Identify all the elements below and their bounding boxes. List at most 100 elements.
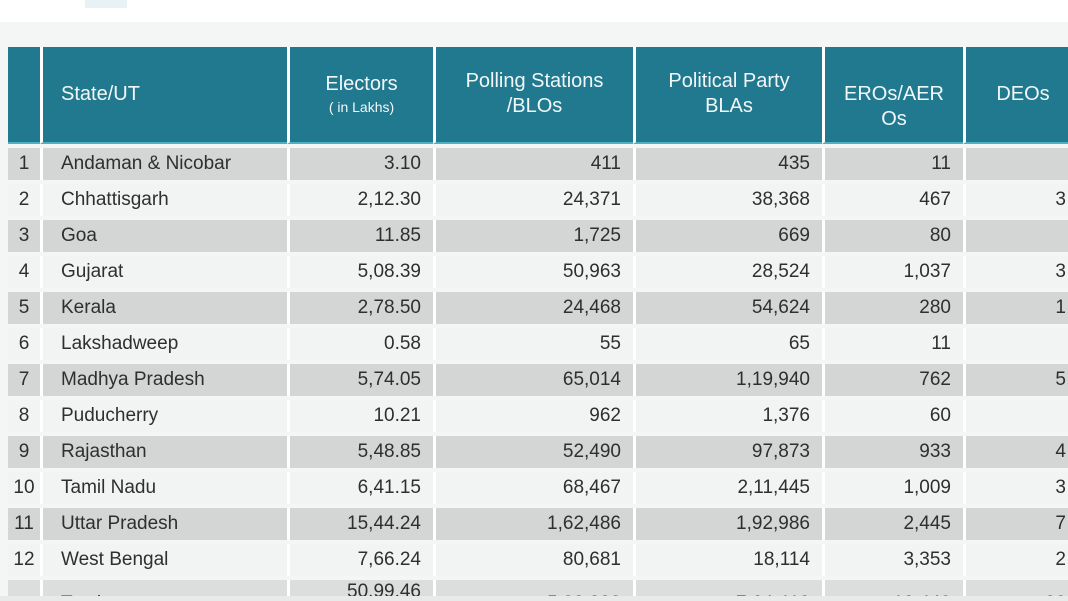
- cell-deos: 3: [963, 471, 1068, 504]
- table-row: 10 Tamil Nadu 6,41.15 68,467 2,11,445 1,009 3: [8, 471, 1068, 504]
- cell-state: Lakshadweep: [40, 327, 287, 360]
- cell-deos: 2: [963, 543, 1068, 576]
- cell-num: 3: [8, 219, 40, 252]
- cell-num: 1: [8, 147, 40, 180]
- cell-state: Andaman & Nicobar: [40, 147, 287, 180]
- cell-polling: 68,467: [433, 471, 633, 504]
- cell-state: Uttar Pradesh: [40, 507, 287, 540]
- cell-polling: 411: [433, 147, 633, 180]
- header-polling-stations-blos: Polling Stations /BLOs: [433, 47, 633, 144]
- cell-num: 4: [8, 255, 40, 288]
- cell-polling: 1,725: [433, 219, 633, 252]
- cell-polling: 1,62,486: [433, 507, 633, 540]
- cell-electors: 6,41.15: [287, 471, 433, 504]
- cell-polling: 962: [433, 399, 633, 432]
- cell-num: 10: [8, 471, 40, 504]
- cell-num: 5: [8, 291, 40, 324]
- cell-deos: 5: [963, 363, 1068, 396]
- electoral-summary-table: State/UT Electors ( in Lakhs) Polling St…: [8, 43, 1068, 601]
- cell-deos: [963, 399, 1068, 432]
- cell-electors: 2,12.30: [287, 183, 433, 216]
- cell-eros: 933: [822, 435, 963, 468]
- cell-state: Gujarat: [40, 255, 287, 288]
- cell-blas: 97,873: [633, 435, 822, 468]
- cell-blas: 435: [633, 147, 822, 180]
- cell-electors: 7,66.24: [287, 543, 433, 576]
- cell-eros: 280: [822, 291, 963, 324]
- total-cell-number: [8, 579, 40, 601]
- header-eros-aeros: EROs/AEROs: [822, 47, 963, 144]
- cell-blas: 54,624: [633, 291, 822, 324]
- cell-deos: [963, 147, 1068, 180]
- cell-eros: 60: [822, 399, 963, 432]
- cell-blas: 1,376: [633, 399, 822, 432]
- cell-state: West Bengal: [40, 543, 287, 576]
- cell-num: 2: [8, 183, 40, 216]
- cell-deos: 3: [963, 183, 1068, 216]
- bottom-edge-strip: [0, 596, 1068, 601]
- table-row: 3 Goa 11.85 1,725 669 80: [8, 219, 1068, 252]
- cell-eros: 2,445: [822, 507, 963, 540]
- cell-electors: 10.21: [287, 399, 433, 432]
- header-deos: DEOs: [963, 47, 1068, 144]
- cell-num: 11: [8, 507, 40, 540]
- cell-deos: 7: [963, 507, 1068, 540]
- cell-eros: 467: [822, 183, 963, 216]
- cell-blas: 38,368: [633, 183, 822, 216]
- table-body: 1 Andaman & Nicobar 3.10 411 435 11 2 Chhattisg…: [8, 147, 1068, 576]
- header-state-ut: State/UT: [40, 47, 287, 144]
- cell-blas: 65: [633, 327, 822, 360]
- cell-electors: 0.58: [287, 327, 433, 360]
- header-eros-aeros-label: EROs/AEROs: [843, 82, 945, 130]
- cell-deos: [963, 327, 1068, 360]
- cell-state: Tamil Nadu: [40, 471, 287, 504]
- table-row: 5 Kerala 2,78.50 24,468 54,624 280 1: [8, 291, 1068, 324]
- cell-state: Puducherry: [40, 399, 287, 432]
- table-row: 9 Rajasthan 5,48.85 52,490 97,873 933 4: [8, 435, 1068, 468]
- cell-electors: 2,78.50: [287, 291, 433, 324]
- table-row: 8 Puducherry 10.21 962 1,376 60: [8, 399, 1068, 432]
- cell-polling: 80,681: [433, 543, 633, 576]
- header-political-party-blas: Political Party BLAs: [633, 47, 822, 144]
- cell-deos: 1: [963, 291, 1068, 324]
- cell-electors: 15,44.24: [287, 507, 433, 540]
- cell-electors: 11.85: [287, 219, 433, 252]
- cell-num: 6: [8, 327, 40, 360]
- header-row: State/UT Electors ( in Lakhs) Polling St…: [8, 47, 1068, 144]
- cell-eros: 762: [822, 363, 963, 396]
- cell-polling: 50,963: [433, 255, 633, 288]
- cell-eros: 3,353: [822, 543, 963, 576]
- table-header: State/UT Electors ( in Lakhs) Polling St…: [8, 47, 1068, 144]
- table-row: 1 Andaman & Nicobar 3.10 411 435 11: [8, 147, 1068, 180]
- cell-state: Chhattisgarh: [40, 183, 287, 216]
- cell-eros: 11: [822, 327, 963, 360]
- cell-blas: 28,524: [633, 255, 822, 288]
- table-row: 6 Lakshadweep 0.58 55 65 11: [8, 327, 1068, 360]
- cell-electors: 3.10: [287, 147, 433, 180]
- header-electors: Electors ( in Lakhs): [287, 47, 433, 144]
- cell-deos: 4: [963, 435, 1068, 468]
- cell-polling: 65,014: [433, 363, 633, 396]
- table-row: 11 Uttar Pradesh 15,44.24 1,62,486 1,92,986 2…: [8, 507, 1068, 540]
- cell-num: 7: [8, 363, 40, 396]
- cell-blas: 1,19,940: [633, 363, 822, 396]
- cell-eros: 11: [822, 147, 963, 180]
- cell-deos: [963, 219, 1068, 252]
- cell-state: Kerala: [40, 291, 287, 324]
- cell-state: Rajasthan: [40, 435, 287, 468]
- cell-polling: 52,490: [433, 435, 633, 468]
- corner-accent-mark: [85, 0, 127, 8]
- cell-polling: 24,371: [433, 183, 633, 216]
- cell-num: 9: [8, 435, 40, 468]
- table-row: 12 West Bengal 7,66.24 80,681 18,114 3,353 2: [8, 543, 1068, 576]
- header-row-number: [8, 47, 40, 144]
- cell-polling: 55: [433, 327, 633, 360]
- cell-eros: 1,037: [822, 255, 963, 288]
- cell-blas: 669: [633, 219, 822, 252]
- cell-electors: 5,48.85: [287, 435, 433, 468]
- table-row: 7 Madhya Pradesh 5,74.05 65,014 1,19,940 762 5: [8, 363, 1068, 396]
- cell-polling: 24,468: [433, 291, 633, 324]
- cell-state: Goa: [40, 219, 287, 252]
- header-electors-label: Electors: [325, 73, 398, 95]
